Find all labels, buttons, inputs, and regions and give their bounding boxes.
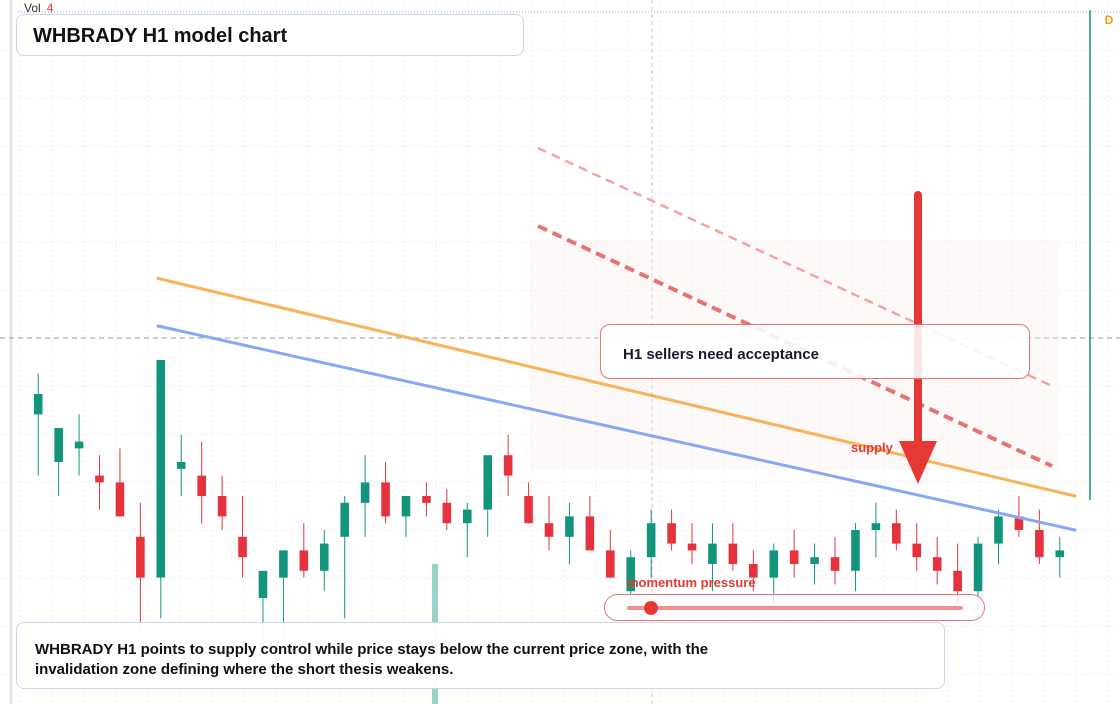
chart-title-box: WHBRADY H1 model chart [16,14,524,56]
candle-body [74,441,84,449]
candle-body [565,516,574,537]
candle-body [646,523,656,558]
candle-body [33,394,43,415]
candle-body [503,455,513,476]
candle-body [258,570,268,598]
supply-label: supply [851,440,893,455]
d-badge[interactable]: D [1104,13,1114,27]
momentum-track [627,606,963,610]
candle-body [197,475,206,496]
candle-body [279,550,288,578]
candle-body [851,530,860,571]
candle-body [319,543,329,571]
candle-body [462,509,472,524]
candle-body [442,502,452,524]
summary-text: WHBRADY H1 points to supply control whil… [35,641,709,678]
candle-body [401,496,411,517]
candle-body [95,475,104,483]
candle-body [830,557,840,571]
candle-body [892,523,901,544]
candle-body [115,482,125,517]
candle-body [238,536,247,558]
candle-body [1055,550,1065,558]
candle-body [1014,516,1024,530]
candle-body [1035,530,1044,558]
candle-body [360,482,370,503]
candle-body [524,496,533,524]
callout-text: H1 sellers need acceptance [623,346,819,363]
candle-body [54,428,63,462]
candle-body [912,543,922,558]
candle-body [217,496,227,517]
candle-body [156,360,166,578]
volume-value: 4 [46,1,54,15]
chart-title: WHBRADY H1 model chart [33,25,288,47]
momentum-label: momentum pressure [627,575,756,590]
candle-body [769,550,779,578]
candle-body [667,523,676,544]
candle-body [176,462,186,469]
candlestick-series [33,360,1065,646]
candle-body [299,550,309,571]
candle-body [728,543,738,564]
candle-body [606,550,615,578]
candle-body [871,523,881,530]
candle-body [626,557,636,592]
candle-body [687,543,697,551]
candle-body [749,564,758,578]
candle-body [973,543,983,592]
callout-box: H1 sellers need acceptance [600,324,1030,379]
candle-body [708,543,717,564]
blue-trendline [156,324,1077,532]
summary-box: WHBRADY H1 points to supply control whil… [16,622,945,689]
candle-body [544,523,554,537]
candle-body [585,516,595,551]
momentum-slider[interactable] [604,594,985,621]
bearish-arrow-head [899,441,937,484]
candle-body [422,496,431,503]
candle-body [340,502,349,537]
momentum-knob[interactable] [643,601,658,615]
candle-body [381,482,390,517]
volume-readout: Vol 4 [24,1,54,15]
candle-body [994,516,1003,544]
candle-body [789,550,799,564]
candle-body [483,455,492,510]
candle-body [932,557,942,571]
candle-body [953,570,962,592]
lower-channel-line [537,224,1053,468]
candle-body [810,557,819,564]
candle-body [136,536,145,578]
